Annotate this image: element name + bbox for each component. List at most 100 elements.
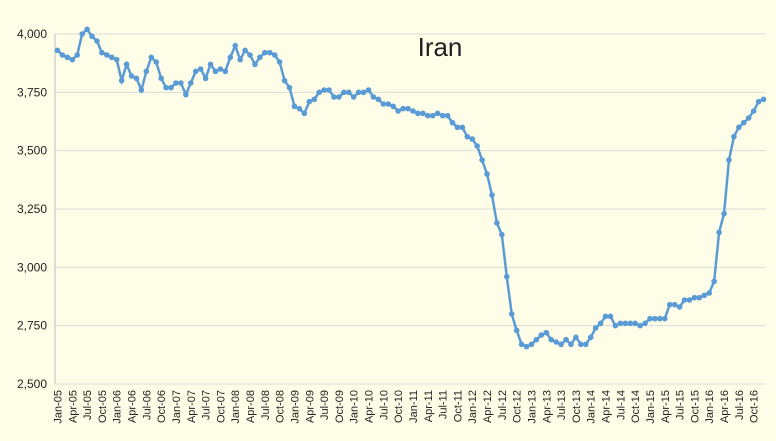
marker [375, 96, 382, 103]
x-tick-label: Jan-14 [586, 390, 598, 424]
marker [592, 325, 599, 331]
marker [597, 320, 604, 327]
marker [148, 54, 155, 61]
marker [731, 133, 737, 140]
x-tick-label: Jul-06 [141, 390, 153, 420]
marker [197, 66, 204, 72]
marker [153, 59, 160, 65]
marker [266, 49, 273, 56]
x-tick-label: Jul-15 [675, 390, 687, 420]
marker [479, 157, 485, 163]
marker [543, 329, 550, 336]
x-tick-label: Jan-09 [289, 390, 301, 424]
marker [523, 343, 530, 350]
marker [499, 231, 505, 238]
marker [657, 315, 663, 322]
marker [306, 98, 313, 105]
marker [242, 47, 248, 54]
marker [69, 56, 76, 63]
x-tick-label: Oct-11 [452, 390, 464, 422]
x-tick-label: Apr-11 [423, 390, 435, 422]
marker [365, 87, 372, 93]
x-tick-label: Jul-12 [497, 390, 509, 420]
marker [89, 33, 95, 40]
marker [449, 119, 456, 126]
marker [696, 294, 703, 301]
marker [316, 89, 322, 96]
x-tick-label: Apr-13 [541, 390, 553, 423]
marker [439, 112, 446, 119]
marker [222, 68, 229, 75]
marker [252, 61, 258, 68]
marker [617, 320, 624, 327]
marker [143, 68, 150, 75]
x-tick-label: Oct-16 [749, 390, 761, 423]
marker [192, 68, 199, 75]
marker [582, 341, 589, 348]
x-tick-label: Jul-11 [438, 390, 450, 419]
x-tick-label: Jan-07 [171, 390, 183, 424]
marker [706, 290, 713, 296]
marker [345, 89, 352, 96]
marker [410, 108, 416, 114]
marker [59, 52, 66, 58]
marker [489, 192, 495, 198]
marker [54, 47, 61, 54]
marker [84, 26, 90, 33]
marker [538, 332, 545, 338]
x-tick-label: Jan-06 [112, 390, 124, 424]
marker [207, 61, 214, 68]
marker [64, 54, 71, 61]
marker [232, 42, 239, 49]
marker [183, 91, 189, 98]
x-tick-label: Apr-14 [601, 390, 613, 423]
marker [271, 52, 278, 58]
marker [168, 84, 174, 91]
marker [573, 334, 579, 341]
marker [217, 66, 224, 72]
marker [676, 304, 683, 310]
marker [350, 94, 357, 100]
x-tick-label: Jan-10 [349, 390, 361, 424]
marker [370, 94, 377, 100]
y-tick-label: 3,000 [17, 260, 47, 274]
x-tick-label: Oct-06 [156, 390, 168, 423]
marker [336, 94, 342, 100]
marker [79, 31, 85, 37]
marker [429, 112, 436, 119]
x-tick-label: Oct-09 [334, 390, 346, 423]
x-tick-label: Apr-12 [482, 390, 494, 423]
marker [548, 336, 555, 343]
x-tick-label: Jul-07 [201, 390, 213, 420]
marker [558, 341, 564, 348]
marker [291, 103, 298, 110]
marker [113, 56, 120, 63]
marker [104, 52, 110, 58]
marker [187, 80, 194, 86]
marker [173, 80, 179, 86]
marker [74, 52, 81, 58]
marker [276, 59, 283, 65]
marker [612, 322, 619, 329]
marker [257, 54, 263, 61]
y-tick-label: 3,500 [17, 144, 47, 158]
marker [691, 294, 698, 301]
marker [647, 315, 653, 322]
x-tick-label: Oct-13 [571, 390, 583, 423]
marker [237, 56, 243, 63]
marker [138, 87, 145, 93]
marker [469, 136, 476, 142]
marker [301, 110, 308, 117]
x-tick-label: Apr-07 [186, 390, 198, 423]
marker [281, 77, 288, 84]
marker [212, 68, 219, 75]
marker [128, 73, 135, 79]
x-tick-label: Apr-06 [127, 390, 139, 423]
marker [355, 89, 362, 96]
marker [528, 341, 535, 348]
marker [385, 101, 392, 107]
marker [178, 80, 184, 86]
marker [227, 54, 234, 61]
